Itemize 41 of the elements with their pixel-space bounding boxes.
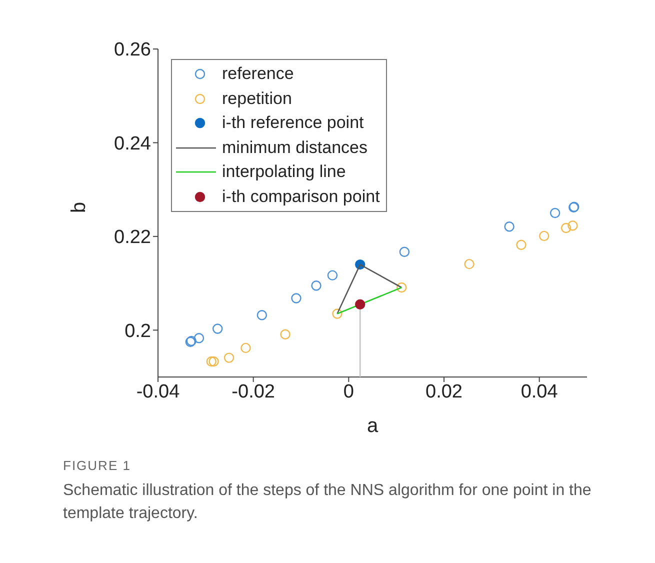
point	[224, 352, 234, 363]
y-axis-title: b	[68, 202, 90, 213]
point	[291, 293, 302, 304]
x-tick-label: 0	[343, 381, 354, 402]
point	[332, 308, 342, 319]
x-tick-label: -0.02	[232, 381, 275, 402]
point	[550, 208, 560, 218]
x-tick-label: -0.04	[136, 381, 180, 402]
y-tick-label: 0.2	[124, 320, 151, 342]
point	[240, 342, 251, 354]
point	[212, 324, 223, 334]
point	[539, 230, 550, 242]
y-tick-label: 0.26	[114, 40, 151, 61]
text: Schematic illustration of the steps of the NNS algorithm for one point in the template trajectory.	[63, 481, 592, 524]
point	[194, 333, 204, 344]
legend-label: i-th comparison point	[222, 186, 380, 207]
x-axis-title: a	[366, 415, 379, 437]
legend-label: repetition	[222, 88, 292, 109]
point	[355, 299, 366, 310]
point	[464, 258, 474, 270]
point	[396, 282, 407, 293]
point	[280, 329, 290, 340]
point	[208, 356, 219, 367]
caption: FIGURE 1	[63, 458, 132, 473]
point	[256, 310, 268, 320]
point	[560, 222, 572, 234]
x-tick-label: 0.02	[426, 381, 462, 402]
legend-label: reference	[222, 64, 294, 84]
legend-label: i-th reference point	[222, 113, 364, 134]
point	[516, 240, 526, 250]
point	[311, 280, 322, 291]
point	[206, 356, 216, 367]
x-tick-label: 0.04	[520, 381, 558, 402]
y-tick-label: 0.24	[114, 133, 152, 154]
point	[399, 246, 410, 257]
legend-label: interpolating line	[222, 162, 346, 182]
y-tick-label: 0.22	[114, 227, 151, 248]
point	[504, 221, 514, 232]
point	[327, 270, 338, 280]
legend-label: minimum distances	[222, 138, 368, 158]
point	[568, 220, 578, 231]
